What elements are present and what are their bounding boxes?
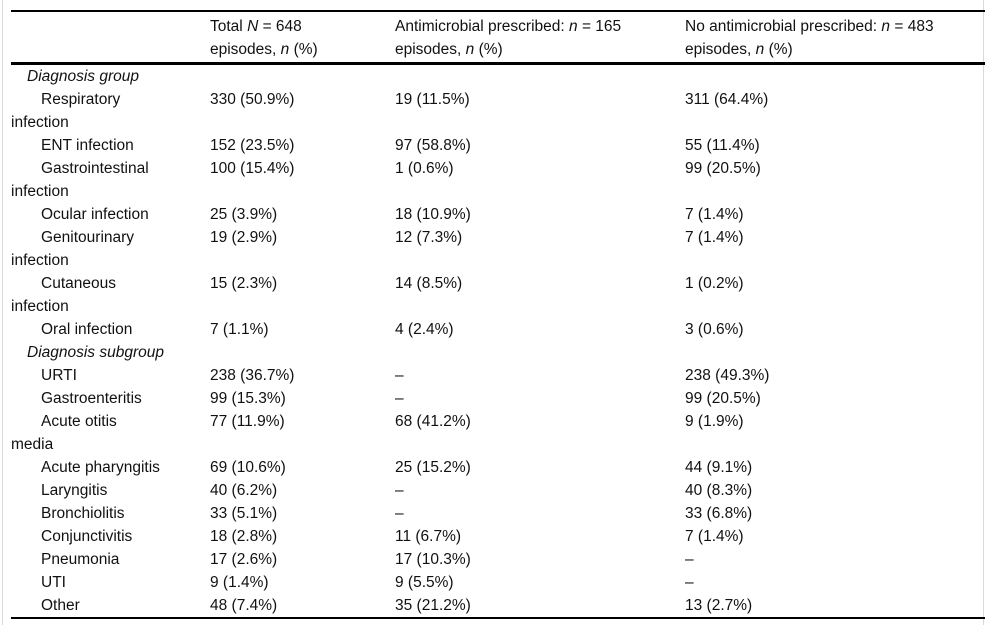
cell-prescribed: 4 (2.4%) [395, 321, 454, 338]
header-row: Total N = 648 episodes, n (%) Antimicrobi… [11, 11, 985, 65]
cell-prescribed: 9 (5.5%) [395, 574, 454, 591]
cell-prescribed: – [395, 367, 404, 384]
table-row: Respiratory infection 330 (50.9%) 19 (11.5… [11, 88, 985, 134]
table-row: Other 48 (7.4%) 35 (21.2%) 13 (2.7%) [11, 594, 985, 618]
cell-total: 9 (1.4%) [210, 574, 269, 591]
table-row: Acute otitis media 77 (11.9%) 68 (41.2%) 9 … [11, 410, 985, 456]
column-header-3: No antimicrobial prescribed: n = 483 epi… [685, 11, 985, 65]
table-row: Conjunctivitis 18 (2.8%) 11 (6.7%) 7 (1.4%) [11, 525, 985, 548]
table-row: Oral infection 7 (1.1%) 4 (2.4%) 3 (0.6%) [11, 318, 985, 341]
table-header: Total N = 648 episodes, n (%) Antimicrobi… [11, 11, 985, 65]
column-header-0 [11, 11, 210, 65]
cell-prescribed: 19 (11.5%) [395, 91, 470, 108]
cell-total: 330 (50.9%) [210, 91, 295, 108]
cell-total: 19 (2.9%) [210, 229, 278, 246]
table-row: Cutaneous infection 15 (2.3%) 14 (8.5%) 1 (… [11, 272, 985, 318]
row-label: Acute pharyngitis [41, 459, 160, 476]
row-label: Respiratory infection [11, 91, 121, 131]
cell-total: 100 (15.4%) [210, 160, 295, 177]
section-title: Diagnosis group [27, 68, 140, 85]
column-header-1: Total N = 648 episodes, n (%) [210, 11, 395, 65]
table-body: Diagnosis group Respiratory infection 330 … [11, 64, 985, 619]
row-label: UTI [41, 574, 66, 591]
cell-no-prescribed: 3 (0.6%) [685, 321, 744, 338]
cell-no-prescribed: 1 (0.2%) [685, 275, 744, 292]
table-row: ENT infection 152 (23.5%) 97 (58.8%) 55 (11… [11, 134, 985, 157]
cell-prescribed: 18 (10.9%) [395, 206, 471, 223]
table-row: Pneumonia 17 (2.6%) 17 (10.3%) – [11, 548, 985, 571]
table-row: Ocular infection 25 (3.9%) 18 (10.9%) 7 (1.… [11, 203, 985, 226]
row-label: URTI [41, 367, 77, 384]
table-row: Gastrointestinal infection 100 (15.4%) 1 (… [11, 157, 985, 203]
row-label: Cutaneous infection [11, 275, 116, 315]
row-label: Pneumonia [41, 551, 120, 568]
section-title-row: Diagnosis subgroup [11, 341, 985, 364]
table-row: Acute pharyngitis 69 (10.6%) 25 (15.2%) 44 … [11, 456, 985, 479]
cell-total: 152 (23.5%) [210, 137, 295, 154]
cell-no-prescribed: – [685, 551, 694, 568]
row-label: Other [41, 597, 80, 614]
cell-no-prescribed: 7 (1.4%) [685, 528, 744, 545]
table-row: Bronchiolitis 33 (5.1%) – 33 (6.8%) [11, 502, 985, 525]
section-title: Diagnosis subgroup [27, 344, 165, 361]
cell-total: 69 (10.6%) [210, 459, 286, 476]
table-row: URTI 238 (36.7%) – 238 (49.3%) [11, 364, 985, 387]
diagnosis-table: Total N = 648 episodes, n (%) Antimicrobi… [11, 10, 985, 619]
table-row: Gastroenteritis 99 (15.3%) – 99 (20.5%) [11, 387, 985, 410]
cell-no-prescribed: – [685, 574, 694, 591]
row-label: Conjunctivitis [41, 528, 133, 545]
cell-prescribed: – [395, 482, 404, 499]
row-label: Gastroenteritis [41, 390, 142, 407]
cell-prescribed: – [395, 505, 404, 522]
cell-no-prescribed: 238 (49.3%) [685, 367, 770, 384]
cell-total: 17 (2.6%) [210, 551, 278, 568]
table-row: UTI 9 (1.4%) 9 (5.5%) – [11, 571, 985, 594]
cell-prescribed: – [395, 390, 404, 407]
cell-total: 238 (36.7%) [210, 367, 295, 384]
cell-no-prescribed: 55 (11.4%) [685, 137, 760, 154]
cell-no-prescribed: 13 (2.7%) [685, 597, 753, 614]
cell-prescribed: 14 (8.5%) [395, 275, 463, 292]
cell-prescribed: 1 (0.6%) [395, 160, 454, 177]
cell-total: 77 (11.9%) [210, 413, 285, 430]
cell-total: 40 (6.2%) [210, 482, 278, 499]
cell-no-prescribed: 99 (20.5%) [685, 160, 761, 177]
row-label: Ocular infection [41, 206, 149, 223]
cell-no-prescribed: 44 (9.1%) [685, 459, 753, 476]
row-label: Genitourinary infection [11, 229, 135, 269]
row-label: Oral infection [41, 321, 133, 338]
cell-no-prescribed: 311 (64.4%) [685, 91, 769, 108]
cell-no-prescribed: 99 (20.5%) [685, 390, 761, 407]
row-label: Bronchiolitis [41, 505, 125, 522]
table-row: Laryngitis 40 (6.2%) – 40 (8.3%) [11, 479, 985, 502]
cell-total: 33 (5.1%) [210, 505, 278, 522]
cell-total: 25 (3.9%) [210, 206, 278, 223]
cell-no-prescribed: 40 (8.3%) [685, 482, 753, 499]
cell-prescribed: 17 (10.3%) [395, 551, 471, 568]
cell-prescribed: 68 (41.2%) [395, 413, 471, 430]
row-label: ENT infection [41, 137, 134, 154]
cell-total: 48 (7.4%) [210, 597, 278, 614]
cell-prescribed: 12 (7.3%) [395, 229, 463, 246]
row-label: Laryngitis [41, 482, 108, 499]
row-label: Acute otitis media [11, 413, 117, 453]
cell-prescribed: 11 (6.7%) [395, 528, 462, 545]
column-header-2: Antimicrobial prescribed: n = 165 episod… [395, 11, 685, 65]
cell-total: 99 (15.3%) [210, 390, 286, 407]
cell-no-prescribed: 33 (6.8%) [685, 505, 753, 522]
section-title-row: Diagnosis group [11, 64, 985, 89]
cell-prescribed: 97 (58.8%) [395, 137, 471, 154]
cell-prescribed: 25 (15.2%) [395, 459, 471, 476]
cell-total: 15 (2.3%) [210, 275, 278, 292]
table-row: Genitourinary infection 19 (2.9%) 12 (7.3%… [11, 226, 985, 272]
row-label: Gastrointestinal infection [11, 160, 149, 200]
cell-no-prescribed: 7 (1.4%) [685, 229, 744, 246]
cell-total: 18 (2.8%) [210, 528, 278, 545]
cell-prescribed: 35 (21.2%) [395, 597, 471, 614]
cell-no-prescribed: 7 (1.4%) [685, 206, 744, 223]
cell-total: 7 (1.1%) [210, 321, 269, 338]
cell-no-prescribed: 9 (1.9%) [685, 413, 744, 430]
